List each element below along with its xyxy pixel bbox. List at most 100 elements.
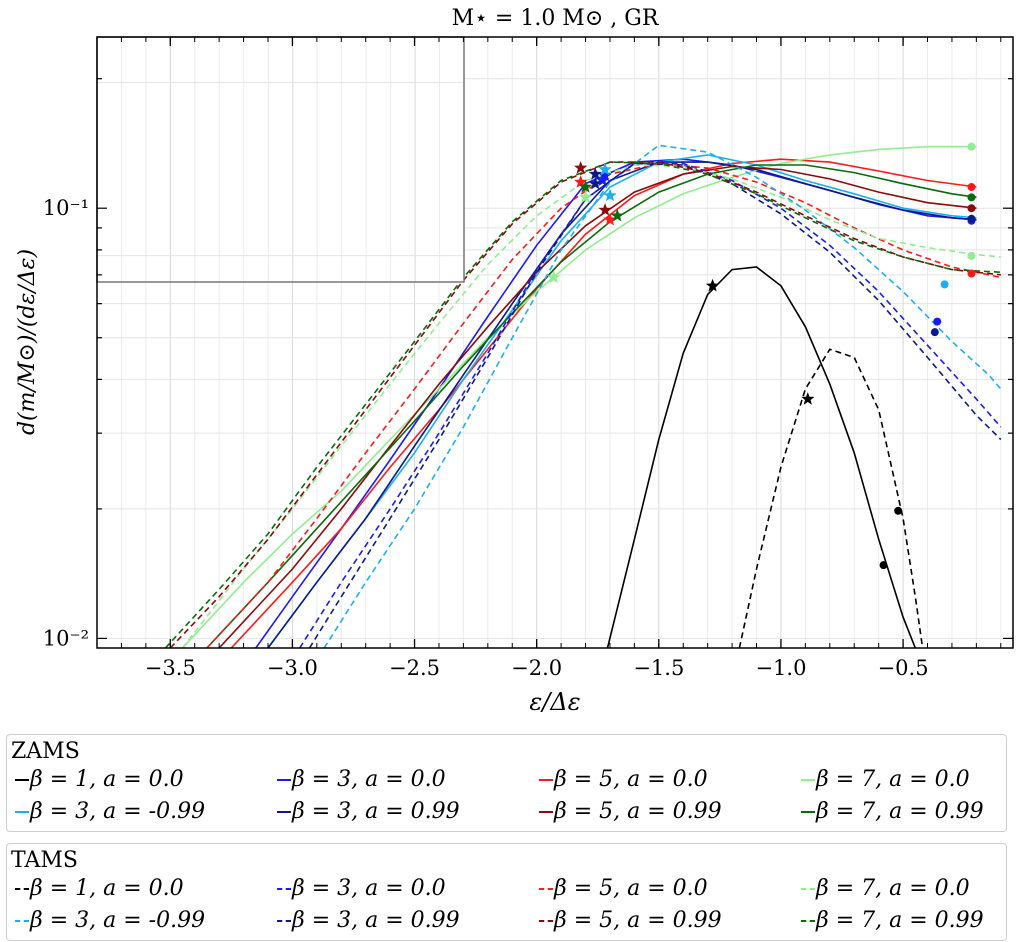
main-peak-star-0	[705, 278, 720, 292]
y-tick-label: 10⁻²	[43, 626, 89, 650]
legend-label: β = 5, a = 0.99	[554, 799, 722, 824]
x-tick-label: −1.0	[755, 656, 806, 680]
plot-frame	[96, 36, 1014, 649]
legend-swatch	[15, 887, 29, 890]
axis-ticks: −3.5 −3.0 −2.5 −2.0 −1.5 −1.0 −0.5 10⁻² 10⁻¹	[43, 37, 1013, 680]
x-tick-label: −2.5	[389, 656, 440, 680]
main-end-dot-6	[967, 204, 976, 213]
main-series-line-0	[606, 266, 917, 648]
y-tick-label: 10⁻¹	[43, 196, 89, 220]
legend-label: β = 5, a = 0.0	[554, 876, 708, 901]
legend-swatch	[801, 919, 815, 922]
main-series-line-9	[299, 162, 1002, 648]
main-series-line-3	[181, 145, 977, 648]
main-peak-star-15	[578, 180, 593, 193]
legend-label: β = 7, a = 0.0	[816, 767, 970, 792]
y-axis-label: d(m/M⊙)/(dε/Δε)	[15, 249, 40, 435]
legend-entry: β = 7, a = 0.0	[801, 876, 970, 901]
legend-entry: β = 7, a = 0.99	[801, 908, 984, 933]
legend-label: β = 5, a = 0.99	[554, 908, 722, 933]
main-end-dot-11	[967, 251, 976, 260]
legend-swatch	[801, 887, 815, 890]
main-series-line-8	[738, 348, 924, 648]
x-tick-label: −0.5	[878, 656, 929, 680]
main-peak-star-1	[598, 168, 612, 182]
main-series-line-4	[267, 154, 977, 648]
main-end-dot-0	[879, 561, 888, 570]
legend-swatch	[539, 919, 553, 922]
main-end-dot-10	[967, 269, 976, 278]
legend-entry: β = 5, a = 0.0	[539, 767, 708, 792]
legend-entry: β = 5, a = 0.99	[539, 908, 722, 933]
main-peak-star-6	[598, 203, 612, 216]
main-end-dot-5	[967, 214, 976, 223]
main-peak-star-13	[588, 176, 602, 190]
x-tick-label: −2.0	[511, 656, 562, 680]
inset-peak-star-0	[706, 352, 721, 366]
legend-swatch	[277, 887, 291, 890]
x-tick-label: −1.5	[633, 656, 684, 680]
main-series-line-5	[267, 161, 977, 648]
inset-background	[97, 37, 464, 282]
legend-tams: TAMS β = 1, a = 0.0 β = 3, a = 0.0 β = 5, …	[6, 843, 1007, 941]
legend-label: β = 3, a = -0.99	[30, 908, 206, 933]
legend-zams-title: ZAMS	[11, 739, 80, 764]
main-peak-star-3	[547, 270, 561, 284]
x-tick-label: −3.5	[145, 656, 196, 680]
legend-entry: β = 3, a = 0.0	[277, 767, 446, 792]
legend-tams-title: TAMS	[11, 848, 78, 873]
chart-title: M⋆ = 1.0 M⊙ , GR	[452, 6, 660, 31]
inset-peak-star-8	[801, 503, 816, 518]
legend-entry: β = 1, a = 0.0	[15, 767, 184, 792]
legend-entry: β = 3, a = 0.99	[277, 799, 460, 824]
main-peak-star-11	[578, 190, 593, 203]
legend-swatch	[15, 778, 29, 781]
legend-entry: β = 3, a = 0.99	[277, 908, 460, 933]
legend-swatch	[539, 778, 553, 781]
legend-entry: β = 5, a = 0.0	[539, 876, 708, 901]
main-end-dot-9	[933, 317, 942, 326]
legend-label: β = 7, a = 0.99	[816, 799, 984, 824]
legend-swatch	[539, 810, 553, 813]
main-series-line-14	[169, 161, 1001, 648]
legend-swatch	[801, 810, 815, 813]
main-end-dot-2	[967, 183, 976, 192]
legend-label: β = 3, a = 0.99	[292, 799, 460, 824]
main-peak-star-10	[574, 175, 588, 188]
legend-entry: β = 7, a = 0.99	[801, 799, 984, 824]
main-peak-star-9	[596, 173, 610, 187]
inset-peak-star-3	[547, 340, 562, 354]
main-marker-layer	[547, 142, 976, 570]
main-peak-star-4	[603, 188, 617, 202]
x-tick-label: −3.0	[267, 656, 318, 680]
legend-entry: β = 3, a = 0.0	[277, 876, 446, 901]
main-peak-star-2	[603, 212, 617, 226]
legend-swatch	[539, 887, 553, 890]
main-peak-star-5	[588, 167, 602, 180]
main-end-dot-3	[967, 142, 976, 151]
inset-peak-star-6	[598, 250, 613, 265]
legend-label: β = 3, a = 0.0	[292, 767, 446, 792]
main-peak-star-12	[598, 162, 612, 176]
main-end-dot-7	[967, 193, 976, 202]
legend-label: β = 1, a = 0.0	[30, 876, 184, 901]
legend-swatch	[277, 778, 291, 781]
main-end-dot-12	[940, 280, 949, 289]
legend-label: β = 5, a = 0.0	[554, 767, 708, 792]
main-peak-star-14	[574, 161, 588, 174]
inset-peak-star-2	[603, 263, 618, 278]
legend-swatch	[277, 810, 291, 813]
main-series-line-11	[181, 164, 1001, 648]
legend-label: β = 3, a = -0.99	[30, 799, 206, 824]
legend-label: β = 3, a = 0.99	[292, 908, 460, 933]
legend-swatch	[801, 778, 815, 781]
legend-swatch	[15, 919, 29, 922]
legend-label: β = 3, a = 0.0	[292, 876, 446, 901]
legend-swatch	[277, 919, 291, 922]
legend-entry: β = 3, a = -0.99	[15, 908, 205, 933]
chart-canvas: M⋆ = 1.0 M⊙ , GR −3.5 −3.0 −2.5 −2.0 −1.5 −1.…	[15, 6, 1014, 716]
main-series-layer	[164, 144, 1002, 648]
x-axis-label: ε/Δε	[529, 688, 580, 716]
legend-entry: β = 1, a = 0.0	[15, 876, 184, 901]
main-series-line-10	[206, 162, 1001, 648]
